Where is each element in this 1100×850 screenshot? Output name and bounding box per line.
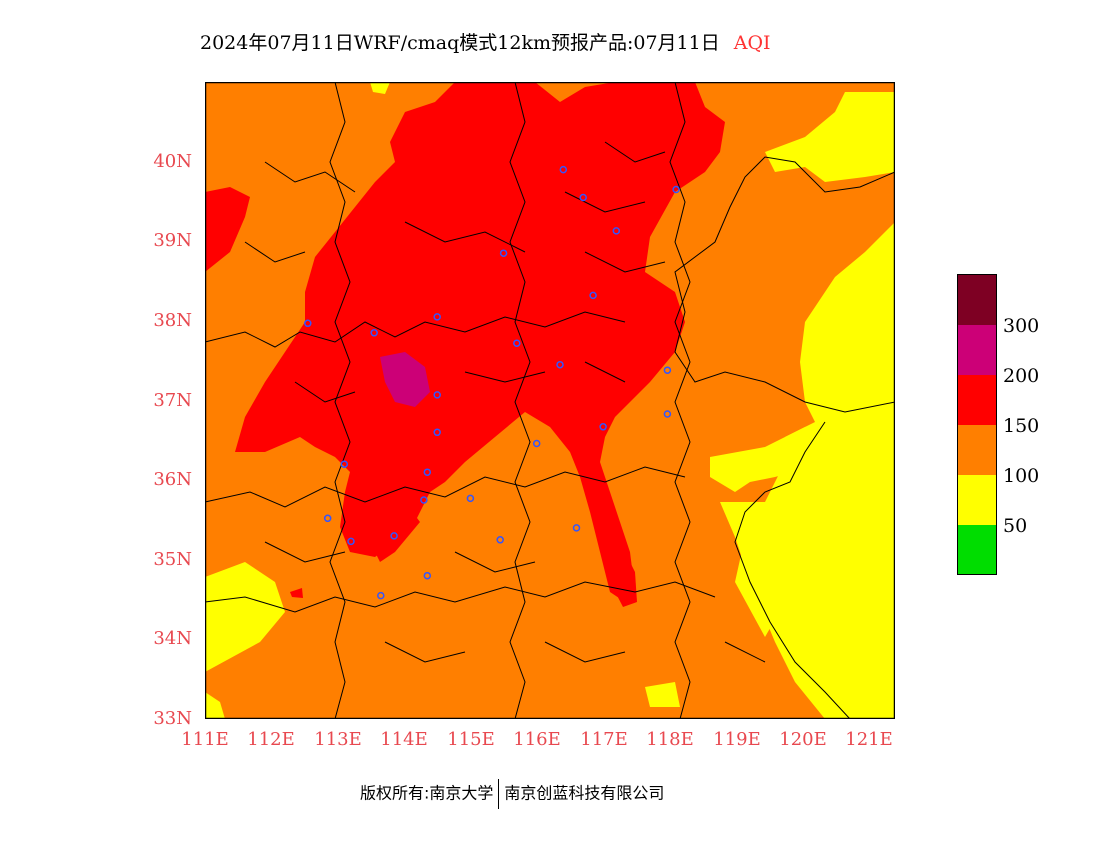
province-boundary (204, 581, 716, 613)
lon-label-115e: 115E (447, 729, 495, 750)
station-marker (499, 249, 508, 257)
lat-label-38n: 38N (153, 310, 192, 331)
aqi-red-region-arm (360, 502, 420, 562)
lon-label-119e: 119E (713, 729, 761, 750)
province-boundary (669, 81, 691, 720)
station-marker (423, 468, 432, 476)
station-marker (323, 514, 332, 523)
province-boundary (204, 466, 686, 508)
aqi-yellow-region-southeast (735, 527, 805, 637)
title-main: 2024年07月11日WRF/cmaq模式12km预报产品:07月11日 (200, 32, 720, 54)
lon-label-114e: 114E (380, 729, 428, 750)
station-marker (423, 571, 432, 580)
district-boundary (244, 141, 766, 663)
station-marker (370, 329, 378, 337)
legend-label-50: 50 (1003, 515, 1028, 537)
lat-label-34n: 34N (153, 628, 192, 649)
legend-swatch-300-plus (958, 275, 996, 325)
aqi-yellow-region-south-patch (645, 682, 680, 707)
station-marker (390, 532, 398, 540)
lon-label-117e: 117E (580, 729, 628, 750)
legend-label-200: 200 (1003, 365, 1040, 387)
station-marker (663, 410, 672, 418)
aqi-red-region-west (205, 187, 250, 272)
map-border (204, 81, 896, 720)
station-marker (599, 423, 607, 431)
station-marker (340, 460, 349, 468)
station-marker (433, 428, 441, 437)
legend-swatch-200-300 (958, 325, 996, 375)
lon-label-111e: 111E (181, 729, 229, 750)
station-marker (532, 439, 541, 448)
aqi-red-region (235, 82, 725, 602)
province-boundary (509, 81, 531, 720)
title-product: AQI (733, 32, 771, 54)
station-marker (466, 494, 475, 503)
station-marker (513, 339, 521, 347)
legend-label-150: 150 (1003, 415, 1040, 437)
station-marker (559, 165, 568, 174)
aqi-red-region-small (290, 588, 303, 598)
station-marker (556, 360, 564, 369)
lat-label-36n: 36N (153, 469, 192, 490)
station-marker (572, 524, 581, 532)
lon-label-120e: 120E (779, 729, 827, 750)
station-marker (433, 313, 441, 321)
aqi-map (204, 81, 896, 720)
aqi-red-region-south-arm (600, 532, 637, 607)
aqi-yellow-region-north-patch (370, 82, 390, 94)
aqi-yellow-region-southwest (205, 562, 285, 672)
aqi-legend-colorbar (957, 274, 997, 575)
station-marker (672, 185, 680, 194)
lon-label-113e: 113E (314, 729, 362, 750)
coastline (674, 156, 896, 413)
legend-swatch-150-200 (958, 375, 996, 425)
copyright-footer: 版权所有:南京大学 南京创蓝科技有限公司 (360, 779, 664, 809)
province-boundary (329, 81, 351, 720)
station-marker (347, 537, 355, 546)
legend-label-100: 100 (1003, 465, 1040, 487)
station-marker (663, 366, 672, 374)
footer-left: 版权所有:南京大学 (360, 783, 494, 803)
station-marker (612, 227, 621, 235)
lon-label-112e: 112E (247, 729, 295, 750)
footer-right: 南京创蓝科技有限公司 (504, 783, 665, 803)
lat-label-33n: 33N (153, 708, 192, 729)
station-marker (496, 536, 504, 544)
aqi-purple-region (380, 352, 430, 407)
station-marker (579, 193, 587, 202)
footer-separator (498, 779, 500, 809)
map-title: 2024年07月11日WRF/cmaq模式12km预报产品:07月11日 AQI (200, 28, 771, 55)
legend-label-300: 300 (1003, 315, 1040, 337)
lat-label-39n: 39N (153, 230, 192, 251)
lat-label-40n: 40N (153, 151, 192, 172)
station-marker (589, 291, 597, 300)
lon-label-118e: 118E (646, 729, 694, 750)
station-marker (377, 591, 385, 600)
lon-label-121e: 121E (845, 729, 893, 750)
lat-label-37n: 37N (153, 390, 192, 411)
legend-swatch-100-150 (958, 425, 996, 475)
aqi-yellow-region-southwest-corner (205, 692, 225, 719)
boundary-lines (204, 81, 896, 720)
lon-label-116e: 116E (513, 729, 561, 750)
aqi-yellow-region-coast (710, 422, 830, 492)
province-boundary (204, 311, 626, 348)
legend-swatch-0-50 (958, 525, 996, 574)
coastline (734, 421, 851, 720)
legend-swatch-50-100 (958, 475, 996, 525)
station-marker (420, 496, 428, 504)
map-frame (204, 81, 896, 720)
station-marker (304, 319, 312, 328)
station-markers (304, 165, 680, 600)
station-marker (433, 391, 441, 399)
lat-label-35n: 35N (153, 549, 192, 570)
